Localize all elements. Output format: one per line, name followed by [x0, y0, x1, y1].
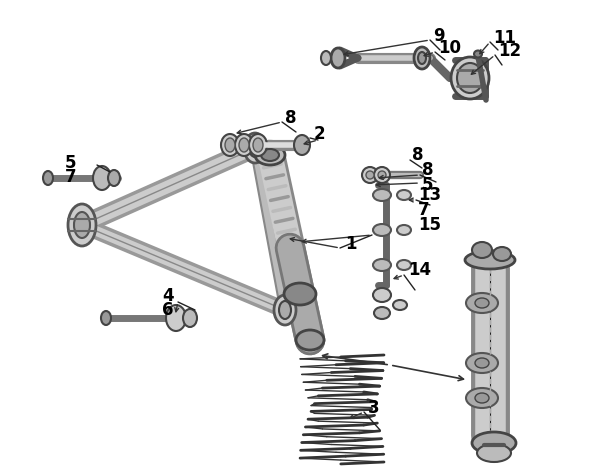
Text: 15: 15 — [418, 216, 441, 234]
Text: 6: 6 — [162, 301, 174, 319]
Ellipse shape — [225, 138, 235, 152]
Ellipse shape — [414, 47, 430, 69]
Ellipse shape — [475, 393, 489, 403]
Text: 7: 7 — [65, 168, 77, 186]
Ellipse shape — [249, 134, 267, 156]
Ellipse shape — [466, 388, 498, 408]
Ellipse shape — [331, 48, 345, 68]
Ellipse shape — [68, 204, 96, 246]
Text: 13: 13 — [418, 186, 441, 204]
Ellipse shape — [183, 309, 197, 327]
Ellipse shape — [239, 138, 249, 152]
Ellipse shape — [321, 51, 331, 65]
Ellipse shape — [466, 353, 498, 373]
Ellipse shape — [397, 260, 411, 270]
Ellipse shape — [244, 133, 266, 163]
Ellipse shape — [294, 135, 310, 155]
Ellipse shape — [249, 139, 261, 157]
Ellipse shape — [466, 293, 498, 313]
Ellipse shape — [253, 138, 263, 152]
Text: 5: 5 — [65, 154, 77, 172]
Ellipse shape — [477, 444, 511, 462]
Text: 8: 8 — [412, 146, 423, 164]
Ellipse shape — [279, 301, 291, 319]
Text: 3: 3 — [368, 399, 380, 417]
Ellipse shape — [261, 149, 279, 161]
Ellipse shape — [451, 57, 489, 99]
Text: 14: 14 — [408, 261, 431, 279]
Ellipse shape — [108, 170, 120, 186]
Ellipse shape — [374, 167, 390, 183]
Ellipse shape — [418, 52, 426, 64]
Ellipse shape — [101, 311, 111, 325]
Ellipse shape — [284, 283, 316, 305]
Ellipse shape — [255, 145, 285, 165]
Text: 1: 1 — [345, 235, 356, 253]
Ellipse shape — [475, 298, 489, 308]
Ellipse shape — [296, 330, 324, 350]
Text: 11: 11 — [493, 29, 516, 47]
Ellipse shape — [465, 251, 515, 269]
Ellipse shape — [166, 305, 186, 331]
Ellipse shape — [397, 225, 411, 235]
Ellipse shape — [221, 134, 239, 156]
Ellipse shape — [235, 134, 253, 156]
Ellipse shape — [475, 358, 489, 368]
Ellipse shape — [373, 288, 391, 302]
Ellipse shape — [374, 307, 390, 319]
Ellipse shape — [274, 295, 296, 325]
Text: 5: 5 — [422, 176, 434, 194]
Ellipse shape — [373, 259, 391, 271]
Text: 7: 7 — [418, 201, 429, 219]
Text: 10: 10 — [438, 39, 461, 57]
Ellipse shape — [493, 247, 511, 261]
Ellipse shape — [43, 171, 53, 185]
Ellipse shape — [397, 190, 411, 200]
Text: 4: 4 — [162, 287, 174, 305]
Ellipse shape — [74, 212, 90, 238]
Ellipse shape — [474, 50, 482, 57]
Text: 8: 8 — [422, 161, 434, 179]
Ellipse shape — [472, 242, 492, 258]
Ellipse shape — [93, 166, 111, 190]
Ellipse shape — [373, 224, 391, 236]
Ellipse shape — [472, 432, 516, 454]
Ellipse shape — [457, 63, 483, 93]
Text: 8: 8 — [285, 109, 297, 127]
Ellipse shape — [393, 300, 407, 310]
Text: 2: 2 — [314, 125, 326, 143]
Ellipse shape — [378, 171, 386, 179]
Text: 9: 9 — [433, 27, 444, 45]
Ellipse shape — [362, 167, 378, 183]
Text: 12: 12 — [498, 42, 521, 60]
Ellipse shape — [366, 171, 374, 179]
Ellipse shape — [373, 189, 391, 201]
